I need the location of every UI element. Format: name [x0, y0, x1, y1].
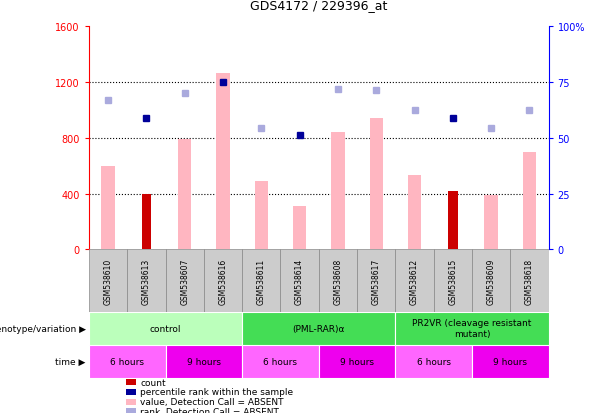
Bar: [484, 195, 498, 250]
Text: value, Detection Call = ABSENT: value, Detection Call = ABSENT: [140, 397, 284, 406]
Text: GSM538611: GSM538611: [257, 258, 266, 304]
Bar: [510, 250, 549, 312]
Text: GSM538609: GSM538609: [487, 258, 496, 304]
Bar: [448, 191, 458, 250]
Text: GSM538607: GSM538607: [180, 258, 189, 304]
Bar: [216, 74, 230, 250]
Bar: [319, 250, 357, 312]
Bar: [126, 389, 135, 395]
Bar: [89, 345, 166, 378]
Bar: [204, 250, 242, 312]
Bar: [281, 250, 319, 312]
Text: 6 hours: 6 hours: [264, 357, 297, 366]
Text: 9 hours: 9 hours: [493, 357, 527, 366]
Text: percentile rank within the sample: percentile rank within the sample: [140, 387, 294, 396]
Bar: [395, 345, 472, 378]
Bar: [166, 345, 242, 378]
Bar: [395, 312, 549, 345]
Bar: [254, 182, 268, 250]
Bar: [126, 399, 135, 405]
Text: (PML-RAR)α: (PML-RAR)α: [292, 324, 345, 333]
Text: GSM538614: GSM538614: [295, 258, 304, 304]
Text: PR2VR (cleavage resistant
mutant): PR2VR (cleavage resistant mutant): [413, 319, 531, 338]
Text: GSM538610: GSM538610: [104, 258, 113, 304]
Bar: [126, 408, 135, 413]
Text: count: count: [140, 377, 166, 387]
Bar: [89, 250, 128, 312]
Text: genotype/variation ▶: genotype/variation ▶: [0, 324, 86, 333]
Text: GSM538613: GSM538613: [142, 258, 151, 304]
Text: control: control: [150, 324, 181, 333]
Bar: [89, 312, 242, 345]
Text: GSM538612: GSM538612: [410, 258, 419, 304]
Bar: [242, 312, 395, 345]
Text: GSM538618: GSM538618: [525, 258, 534, 304]
Bar: [166, 250, 204, 312]
Bar: [331, 133, 345, 250]
Text: rank, Detection Call = ABSENT: rank, Detection Call = ABSENT: [140, 407, 280, 413]
Text: 9 hours: 9 hours: [340, 357, 374, 366]
Text: GSM538615: GSM538615: [448, 258, 457, 304]
Text: GSM538608: GSM538608: [333, 258, 343, 304]
Bar: [293, 206, 306, 250]
Bar: [101, 166, 115, 250]
Text: GSM538617: GSM538617: [371, 258, 381, 304]
Text: 6 hours: 6 hours: [110, 357, 144, 366]
Bar: [319, 345, 395, 378]
Text: GSM538616: GSM538616: [218, 258, 227, 304]
Bar: [178, 140, 191, 250]
Text: GDS4172 / 229396_at: GDS4172 / 229396_at: [250, 0, 387, 12]
Bar: [472, 250, 510, 312]
Bar: [128, 250, 166, 312]
Bar: [408, 176, 421, 250]
Bar: [370, 119, 383, 250]
Text: time ▶: time ▶: [55, 357, 86, 366]
Bar: [434, 250, 472, 312]
Bar: [242, 250, 281, 312]
Text: 9 hours: 9 hours: [187, 357, 221, 366]
Bar: [523, 152, 536, 250]
Bar: [395, 250, 434, 312]
Text: 6 hours: 6 hours: [417, 357, 451, 366]
Bar: [142, 194, 151, 250]
Bar: [357, 250, 395, 312]
Bar: [242, 345, 319, 378]
Bar: [126, 379, 135, 385]
Bar: [472, 345, 549, 378]
